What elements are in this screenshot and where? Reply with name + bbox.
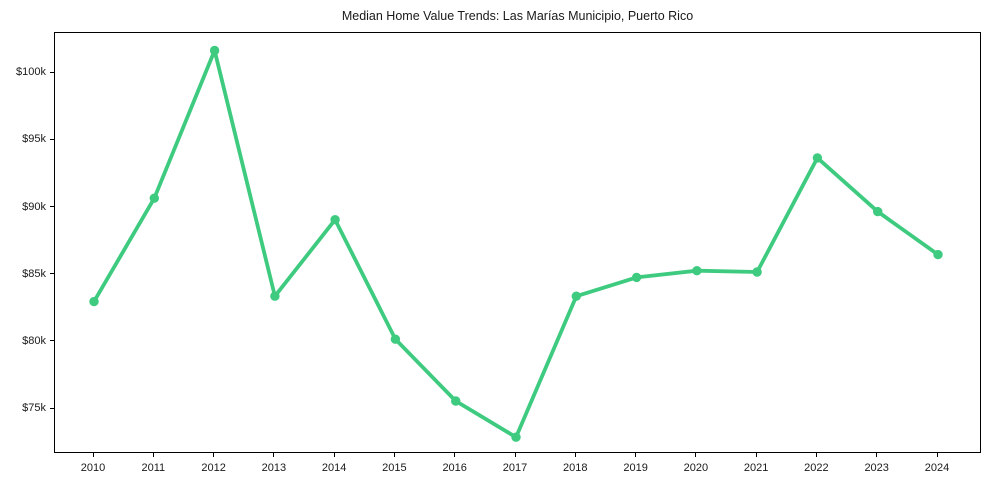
- y-tick-mark: [50, 273, 54, 275]
- y-tick-mark: [50, 407, 54, 409]
- y-tick-label: $80k: [22, 334, 46, 347]
- data-point-2013: [270, 291, 280, 301]
- x-tick-label: 2024: [924, 462, 950, 474]
- x-tick-mark: [635, 453, 637, 457]
- x-tick-label: 2018: [563, 462, 588, 474]
- data-point-2014: [330, 215, 340, 225]
- data-point-2015: [390, 334, 401, 344]
- x-tick-label: 2023: [864, 462, 889, 474]
- data-point-2017: [511, 432, 521, 442]
- y-tick-mark: [50, 71, 54, 73]
- x-tick-mark: [393, 453, 395, 457]
- data-point-2010: [89, 296, 99, 307]
- y-tick-label: $85k: [22, 267, 46, 280]
- x-tick-label: 2019: [623, 462, 648, 474]
- x-tick-mark: [514, 453, 516, 457]
- x-tick-label: 2013: [261, 462, 287, 474]
- x-tick-label: 2016: [442, 462, 467, 474]
- x-tick-mark: [152, 453, 154, 457]
- x-tick-label: 2011: [141, 462, 166, 474]
- data-point-2016: [451, 396, 461, 406]
- x-tick-label: 2022: [804, 462, 829, 474]
- y-tick-mark: [50, 138, 54, 140]
- trend-line: [92, 48, 940, 440]
- data-point-2022: [812, 153, 823, 163]
- line-chart-svg: [89, 45, 943, 442]
- data-point-2024: [933, 249, 943, 260]
- data-point-2021: [752, 267, 762, 277]
- data-point-2020: [692, 266, 702, 276]
- y-tick-label: $95k: [22, 133, 46, 146]
- data-point-2019: [631, 272, 642, 283]
- data-point-2012: [209, 45, 220, 56]
- x-tick-mark: [213, 453, 215, 457]
- x-tick-mark: [574, 453, 576, 457]
- x-tick-label: 2017: [502, 462, 528, 474]
- x-tick-label: 2020: [683, 462, 709, 474]
- x-tick-mark: [815, 453, 817, 457]
- x-tick-mark: [454, 453, 456, 457]
- data-point-2023: [873, 206, 883, 217]
- y-tick-label: $75k: [22, 402, 46, 414]
- x-tick-mark: [273, 453, 275, 457]
- data-point-2011: [149, 193, 159, 203]
- data-point-2018: [571, 291, 581, 301]
- x-tick-mark: [876, 453, 878, 457]
- x-tick-mark: [755, 453, 757, 457]
- x-tick-mark: [333, 453, 335, 457]
- y-tick-mark: [50, 340, 54, 342]
- plot-area: [54, 32, 981, 453]
- y-tick-label: $100k: [16, 66, 46, 79]
- x-tick-label: 2021: [743, 462, 769, 474]
- x-tick-mark: [695, 453, 697, 457]
- x-tick-label: 2014: [321, 462, 347, 474]
- x-tick-mark: [936, 453, 938, 457]
- chart-title: Median Home Value Trends: Las Marías Mun…: [341, 9, 694, 23]
- x-tick-label: 2015: [382, 462, 407, 474]
- x-tick-label: 2012: [201, 462, 226, 474]
- y-tick-mark: [50, 206, 54, 208]
- y-tick-label: $90k: [22, 200, 46, 213]
- x-tick-mark: [92, 453, 94, 457]
- x-tick-label: 2010: [80, 462, 106, 474]
